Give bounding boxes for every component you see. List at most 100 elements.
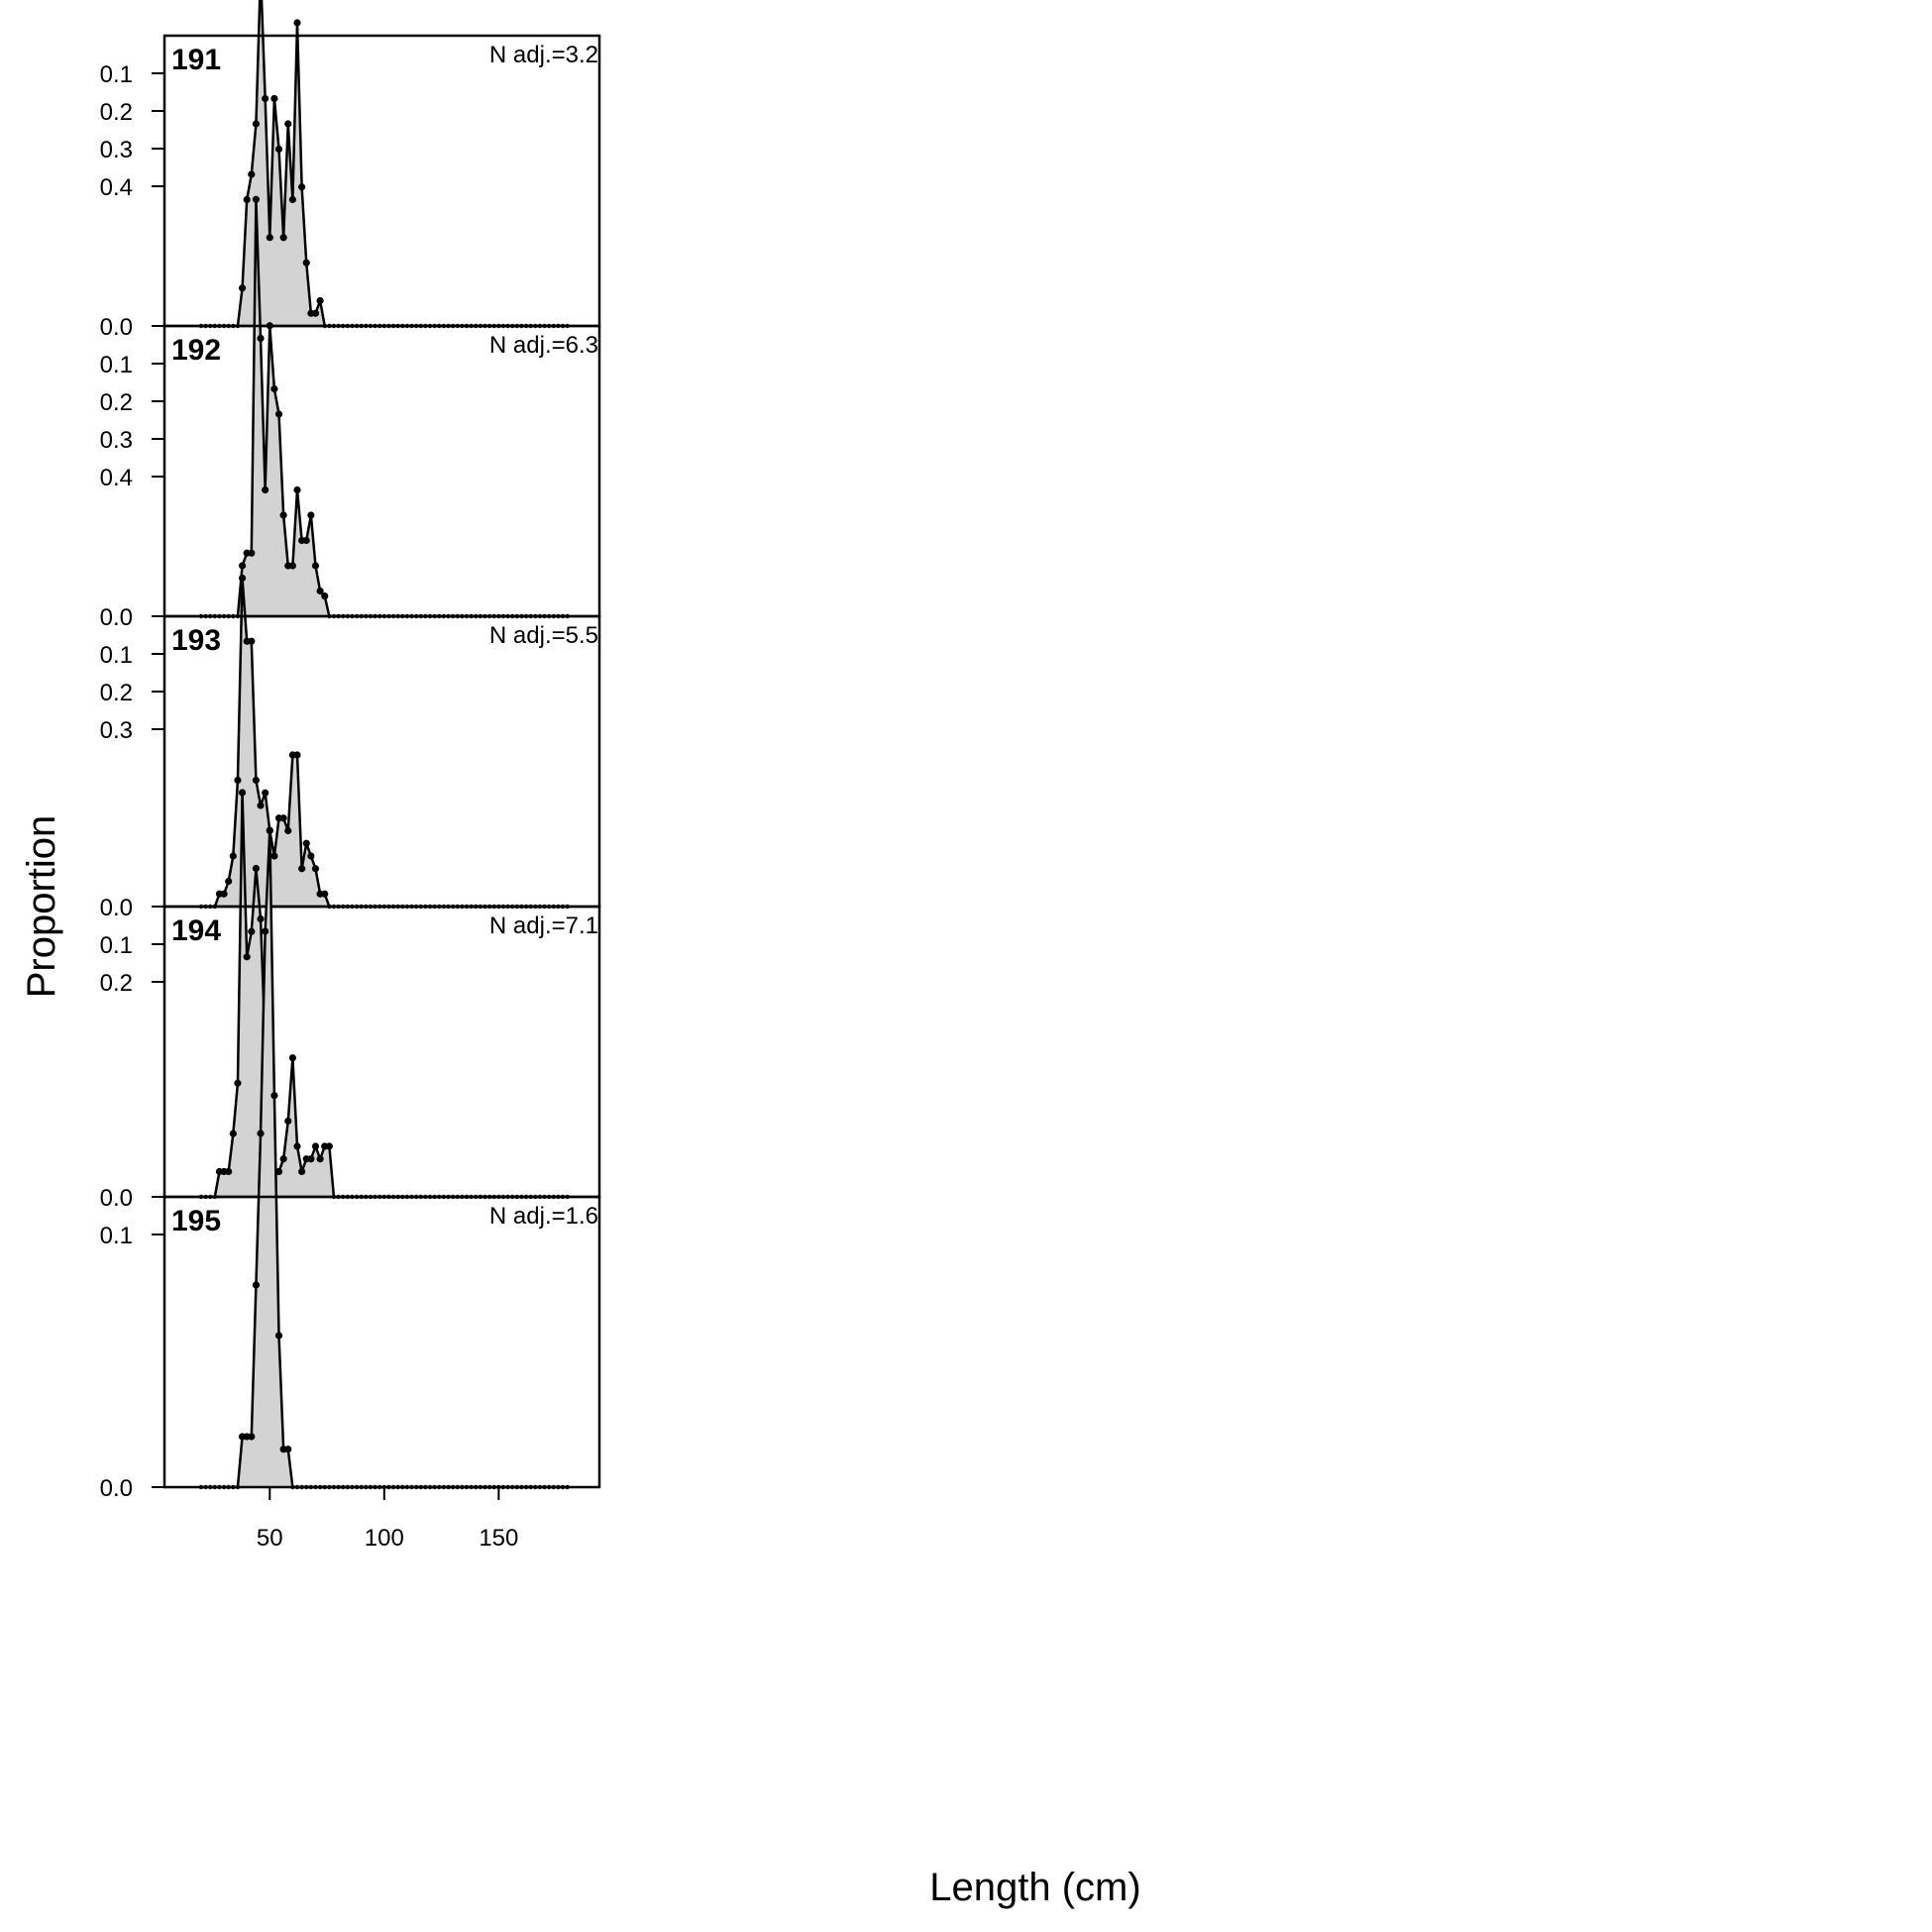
data-point [279,814,287,822]
data-point [274,410,283,418]
data-point [293,485,301,494]
y-tick-label: 0.2 [100,680,133,706]
panel-191: 0.0 0.1 0.2 0.3 0.4 191 N adj.=3.2 [100,0,601,341]
data-point [270,1092,278,1100]
data-point [229,852,237,860]
data-point [248,637,256,645]
distribution-fill [200,578,568,907]
data-point [252,1281,261,1289]
panel-label: 193 [171,624,221,657]
y-tick-label: 0.1 [100,932,133,959]
data-point [248,927,256,935]
y-tick-label: 0.0 [100,1185,133,1212]
y-tick-label: 0.2 [100,970,133,997]
data-point [311,309,320,317]
data-point [262,485,269,494]
data-point [284,120,292,128]
data-point [288,195,296,204]
x-tick-label: 150 [479,1525,518,1552]
data-point [252,864,261,873]
data-point [220,890,228,898]
data-point [311,865,320,873]
data-point [262,927,269,935]
data-point [293,751,301,759]
data-point [307,852,315,860]
data-point [316,1155,324,1163]
data-point [284,1117,292,1126]
data-point [270,384,278,393]
data-point [298,865,306,873]
y-tick-label: 0.4 [100,174,133,201]
n-adj-label: N adj.=3.2 [489,42,598,68]
data-point [274,145,283,154]
panel-195: 0.0 0.1 0.2 0.3 0.4 195 N adj.=1.6 50 100 150 [100,465,601,1552]
data-point [270,852,278,860]
panel-frame [162,34,601,328]
y-axis-title: Proportion [20,815,63,999]
x-axis-title: Length (cm) [929,1866,1140,1909]
panel-192: 0.0 0.1 0.2 0.3 0.4 192 N adj.=6.3 [100,99,601,631]
n-adj-label: N adj.=1.6 [489,1203,598,1230]
data-point [238,562,247,570]
data-point [311,562,320,570]
data-point [284,826,292,835]
data-point [302,536,310,545]
data-point [298,1167,306,1176]
data-point [252,120,261,128]
data-point [238,574,247,583]
y-tick-label: 0.3 [100,427,133,454]
data-point [257,334,265,343]
data-point [274,1167,283,1176]
x-tick-label: 100 [365,1525,404,1552]
x-tick-label: 50 [257,1525,283,1552]
data-point [307,1155,315,1163]
data-point [262,94,269,103]
y-tick-label: 0.1 [100,61,133,88]
data-point [262,789,269,797]
y-tick-label: 0.0 [100,895,133,921]
panel-194: 0.0 0.1 0.2 0.3 0.4 194 N adj.=7.1 [100,174,601,1212]
data-point [257,914,265,923]
data-point [302,839,310,847]
data-point [225,877,233,886]
panels-group: 0.0 0.1 0.2 0.3 0.4 191 N adj.=3.2 0.0 0.1 0.2 0.3… [100,0,601,1552]
data-point [302,259,310,267]
data-point [266,234,273,242]
data-point [321,890,329,898]
n-adj-label: N adj.=7.1 [489,912,598,939]
panel-frame [162,614,601,909]
y-tick-label: 0.2 [100,389,133,416]
data-point [288,562,296,570]
panel-193: 0.0 0.1 0.2 0.3 0.4 193 N adj.=5.5 [100,137,601,921]
data-point [298,183,306,191]
data-point [248,549,256,557]
data-point [248,170,256,178]
data-point [266,826,273,834]
y-tick-label: 0.1 [100,1223,133,1249]
data-point [274,1332,283,1340]
data-point [307,511,315,519]
data-point [321,592,329,600]
distribution-fill [200,0,568,326]
data-point [243,195,251,204]
y-tick-label: 0.3 [100,137,133,163]
y-tick-label: 0.0 [100,604,133,631]
data-point [279,511,287,519]
data-point [311,1142,320,1150]
data-point [279,1155,287,1163]
panel-label: 192 [171,334,221,367]
y-tick-label: 0.1 [100,352,133,378]
y-tick-label: 0.3 [100,717,133,744]
data-point [316,587,324,595]
panel-label: 194 [171,914,221,947]
data-point [293,1142,301,1150]
data-point [229,1129,237,1137]
data-point [248,1433,256,1441]
data-point [234,776,242,785]
data-point [284,1446,292,1453]
y-tick-label: 0.0 [100,1475,133,1502]
data-point [257,802,265,809]
data-point [252,776,261,785]
data-point [279,234,287,242]
